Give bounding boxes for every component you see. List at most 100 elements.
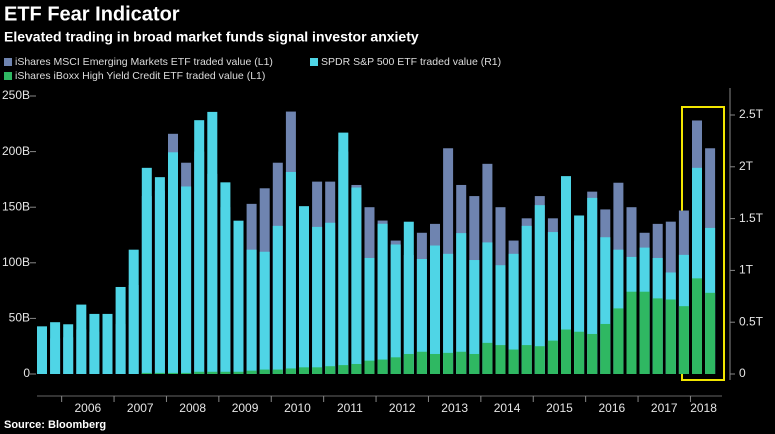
chart-subtitle: Elevated trading in broad market funds s… xyxy=(4,29,419,45)
bar xyxy=(50,322,61,374)
bar xyxy=(351,187,362,374)
bar xyxy=(639,291,650,374)
bar xyxy=(63,324,74,374)
bar xyxy=(403,221,414,374)
bar xyxy=(233,220,244,374)
legend-label: iShares MSCI Emerging Markets ETF traded… xyxy=(15,56,273,68)
bar xyxy=(272,225,283,374)
x-tick-label: 2010 xyxy=(284,401,311,415)
y-tick-label: 0 xyxy=(23,366,30,380)
bar xyxy=(600,323,611,374)
bar xyxy=(102,313,113,374)
bar xyxy=(154,177,165,374)
bar xyxy=(207,371,218,374)
x-tick-label: 2007 xyxy=(127,401,154,415)
bar xyxy=(495,345,506,374)
bar xyxy=(246,370,257,374)
legend-label: iShares iBoxx High Yield Credit ETF trad… xyxy=(15,70,265,82)
bar xyxy=(377,359,388,374)
bar xyxy=(508,349,519,374)
y2-tick-label: 1.5T xyxy=(739,211,764,225)
bar xyxy=(168,152,178,374)
bar xyxy=(220,371,231,374)
bar xyxy=(246,249,257,374)
bar xyxy=(534,346,545,374)
legend-swatch xyxy=(310,58,318,66)
source: Source: Bloomberg xyxy=(4,419,106,431)
bar xyxy=(521,345,532,374)
y-tick-label: 250B xyxy=(2,88,30,102)
bar xyxy=(312,226,323,374)
bar xyxy=(482,342,493,374)
bar xyxy=(587,197,598,374)
bar xyxy=(299,367,309,374)
bar xyxy=(299,206,309,374)
x-tick-label: 2009 xyxy=(232,401,259,415)
bar xyxy=(194,371,205,374)
bar xyxy=(613,308,624,374)
x-tick-label: 2006 xyxy=(74,401,101,415)
bar xyxy=(600,237,611,374)
bar xyxy=(89,313,100,374)
x-tick-label: 2012 xyxy=(389,401,416,415)
bar xyxy=(272,369,283,374)
bar xyxy=(692,278,702,374)
bar xyxy=(574,331,585,374)
bar xyxy=(325,366,336,374)
bar xyxy=(561,176,571,374)
y2-tick-label: 0.5T xyxy=(739,314,764,328)
bar xyxy=(456,351,467,374)
x-tick-label: 2016 xyxy=(598,401,625,415)
chart-title: ETF Fear Indicator xyxy=(4,3,180,25)
bar xyxy=(534,205,545,374)
bar xyxy=(705,292,716,374)
bar xyxy=(561,329,571,374)
bar xyxy=(285,171,296,374)
bar xyxy=(351,363,362,374)
x-tick-label: 2013 xyxy=(441,401,468,415)
bar xyxy=(325,222,336,374)
bar xyxy=(154,372,165,374)
bar xyxy=(168,372,178,374)
x-tick-label: 2018 xyxy=(690,401,717,415)
bar xyxy=(443,253,454,374)
bar xyxy=(259,251,270,374)
y-tick-label: 50B xyxy=(9,311,30,325)
x-tick-label: 2014 xyxy=(494,401,521,415)
bar xyxy=(416,351,427,374)
legend-swatch xyxy=(4,72,12,80)
bar xyxy=(141,167,152,374)
bar xyxy=(665,299,676,374)
bar xyxy=(364,360,375,374)
bar xyxy=(443,352,454,374)
legend-swatch xyxy=(4,58,12,66)
bar xyxy=(390,357,401,374)
bar xyxy=(692,167,702,374)
bar xyxy=(37,326,47,374)
bar xyxy=(403,353,414,374)
y2-tick-label: 0 xyxy=(739,366,746,380)
bar xyxy=(259,369,270,374)
bar xyxy=(194,120,205,375)
bar xyxy=(430,245,440,374)
y2-tick-label: 2.5T xyxy=(739,107,764,121)
bar xyxy=(338,132,349,374)
bar xyxy=(430,353,440,374)
bar xyxy=(76,304,87,374)
x-tick-label: 2015 xyxy=(546,401,573,415)
bar xyxy=(482,242,493,374)
bar xyxy=(128,249,139,374)
x-tick-label: 2017 xyxy=(651,401,678,415)
bar xyxy=(285,368,296,374)
bar xyxy=(338,365,349,374)
bar xyxy=(416,259,427,374)
bar xyxy=(207,111,218,374)
x-tick-label: 2011 xyxy=(337,401,363,415)
bar xyxy=(181,186,192,374)
bar xyxy=(377,223,388,374)
bar xyxy=(469,353,480,374)
bar xyxy=(469,260,480,374)
bar xyxy=(141,372,152,374)
bar xyxy=(508,253,519,374)
